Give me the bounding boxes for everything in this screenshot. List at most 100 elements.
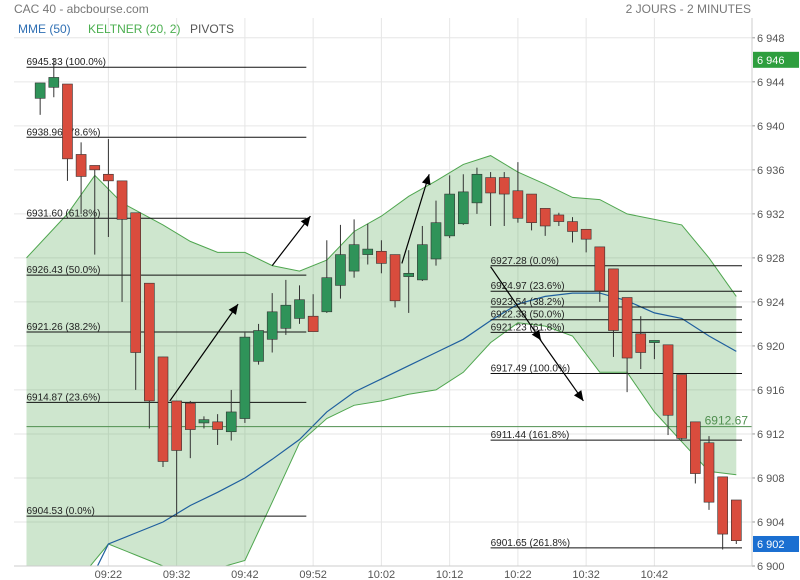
fib-level-label: 6921.26 (38.2%) bbox=[27, 322, 101, 333]
y-tick-label: 6 916 bbox=[757, 385, 785, 397]
candle-body bbox=[621, 297, 633, 359]
candle-body bbox=[280, 304, 292, 329]
candle-body bbox=[444, 193, 455, 237]
candle-body bbox=[594, 246, 606, 292]
candle-body bbox=[471, 173, 483, 204]
x-tick-label: 10:02 bbox=[368, 569, 396, 580]
candle-body bbox=[185, 402, 196, 430]
fib-level-label: 6901.65 (261.8%) bbox=[491, 538, 571, 549]
fib-level-label: 6931.60 (61.8%) bbox=[27, 208, 101, 219]
fib-level-label: 6922.38 (50.0%) bbox=[491, 310, 565, 321]
candle-body bbox=[430, 222, 442, 260]
candle-body bbox=[157, 356, 169, 462]
y-tick-label: 6 908 bbox=[757, 473, 785, 485]
candles-group bbox=[34, 58, 742, 550]
candle-body bbox=[730, 499, 742, 541]
candle-body bbox=[335, 254, 346, 286]
arrows-group bbox=[169, 174, 584, 402]
fib-level-label: 6924.97 (23.6%) bbox=[491, 281, 565, 292]
candle-body bbox=[75, 154, 87, 177]
candle-body bbox=[130, 212, 141, 353]
price-tag: 6 946 bbox=[753, 51, 799, 68]
trend-arrow-head bbox=[228, 304, 239, 315]
candle-body bbox=[266, 311, 278, 340]
y-tick-label: 6 940 bbox=[757, 121, 785, 133]
y-tick-label: 6 904 bbox=[757, 517, 785, 529]
candle-body bbox=[307, 315, 319, 332]
y-axis-group: 6 900 6 904 6 908 6 912 6 916 6 920 6 924 6 928… bbox=[752, 33, 799, 573]
candle-body bbox=[567, 221, 578, 232]
candle-body bbox=[580, 228, 592, 240]
x-tick-label: 09:42 bbox=[231, 569, 259, 580]
candle-body bbox=[253, 330, 264, 362]
candle-body bbox=[171, 400, 182, 451]
y-tick-label: 6 924 bbox=[757, 297, 785, 309]
legend-item: KELTNER (20, 2) bbox=[88, 22, 180, 36]
price-tag: 6 902 bbox=[753, 535, 799, 552]
candle-body bbox=[457, 191, 469, 225]
candle-body bbox=[294, 299, 305, 319]
fib-level-label: 6911.44 (161.8%) bbox=[491, 430, 570, 441]
candle-body bbox=[717, 476, 728, 535]
legend-group: MME (50) KELTNER (20, 2) PIVOTS bbox=[18, 22, 234, 36]
plot-area: 6945.33 (100.0%)6938.96 (78.6%)6931.60 (… bbox=[26, 57, 752, 566]
fib-level-label: 6945.33 (100.0%) bbox=[27, 57, 107, 68]
candle-body bbox=[48, 77, 60, 88]
fib-level-label: 6923.54 (38.2%) bbox=[491, 297, 565, 308]
x-tick-label: 09:52 bbox=[299, 569, 327, 580]
candle-body bbox=[417, 244, 428, 281]
price-tag-label: 6 946 bbox=[757, 55, 785, 67]
fib-level-label: 6917.49 (100.0%) bbox=[491, 364, 571, 375]
x-tick-label: 10:22 bbox=[504, 569, 532, 580]
candle-body bbox=[212, 421, 223, 430]
fib-level-label: 6914.87 (23.6%) bbox=[27, 392, 101, 403]
candle-body bbox=[649, 340, 660, 343]
candle-body bbox=[89, 165, 101, 171]
chart-period: 2 JOURS - 2 MINUTES bbox=[625, 2, 751, 16]
candle-body bbox=[144, 282, 155, 402]
candle-body bbox=[225, 411, 237, 433]
candle-body bbox=[703, 442, 715, 503]
candle-body bbox=[526, 193, 537, 223]
candle-body bbox=[498, 177, 510, 195]
candle-body bbox=[116, 180, 128, 220]
y-tick-label: 6 944 bbox=[757, 77, 785, 89]
trend-arrow-head bbox=[300, 216, 311, 227]
y-tick-label: 6 928 bbox=[757, 253, 785, 265]
y-tick-label: 6 948 bbox=[757, 33, 785, 45]
fib-level-label: 6904.53 (0.0%) bbox=[27, 506, 95, 517]
candle-body bbox=[403, 272, 415, 277]
candle-body bbox=[103, 173, 114, 182]
x-tick-label: 10:32 bbox=[572, 569, 600, 580]
candle-body bbox=[676, 374, 688, 439]
keltner-lower-line bbox=[89, 322, 737, 566]
trend-arrow-line bbox=[401, 174, 430, 264]
x-tick-label: 09:22 bbox=[95, 569, 123, 580]
price-tag-label: 6 902 bbox=[757, 539, 785, 551]
y-tick-label: 6 920 bbox=[757, 341, 785, 353]
candle-body bbox=[608, 268, 619, 331]
trend-arrow-line bbox=[271, 215, 311, 266]
y-tick-label: 6 900 bbox=[757, 561, 785, 573]
trend-arrow-line bbox=[169, 303, 239, 402]
x-tick-label: 10:12 bbox=[436, 569, 464, 580]
candle-body bbox=[239, 336, 251, 419]
pivot-tag-group: 6912.67 bbox=[705, 414, 749, 428]
x-axis-group: 09:22 09:32 09:42 09:52 10:02 10:12 10:22 10:32… bbox=[14, 18, 753, 580]
candle-body bbox=[348, 244, 360, 272]
candle-body bbox=[389, 254, 401, 302]
trend-arrow-line bbox=[537, 336, 584, 402]
y-tick-label: 6 936 bbox=[757, 165, 785, 177]
candle-body bbox=[539, 208, 551, 227]
trend-arrow-line bbox=[490, 266, 542, 341]
candle-body bbox=[321, 277, 333, 313]
candle-body bbox=[362, 248, 374, 255]
y-tick-label: 6 912 bbox=[757, 429, 785, 441]
keltner-upper-line bbox=[26, 155, 737, 297]
candle-body bbox=[485, 177, 496, 194]
x-tick-label: 10:42 bbox=[641, 569, 669, 580]
legend-item: PIVOTS bbox=[190, 22, 234, 36]
keltner-band bbox=[26, 155, 737, 566]
candle-body bbox=[553, 214, 565, 222]
